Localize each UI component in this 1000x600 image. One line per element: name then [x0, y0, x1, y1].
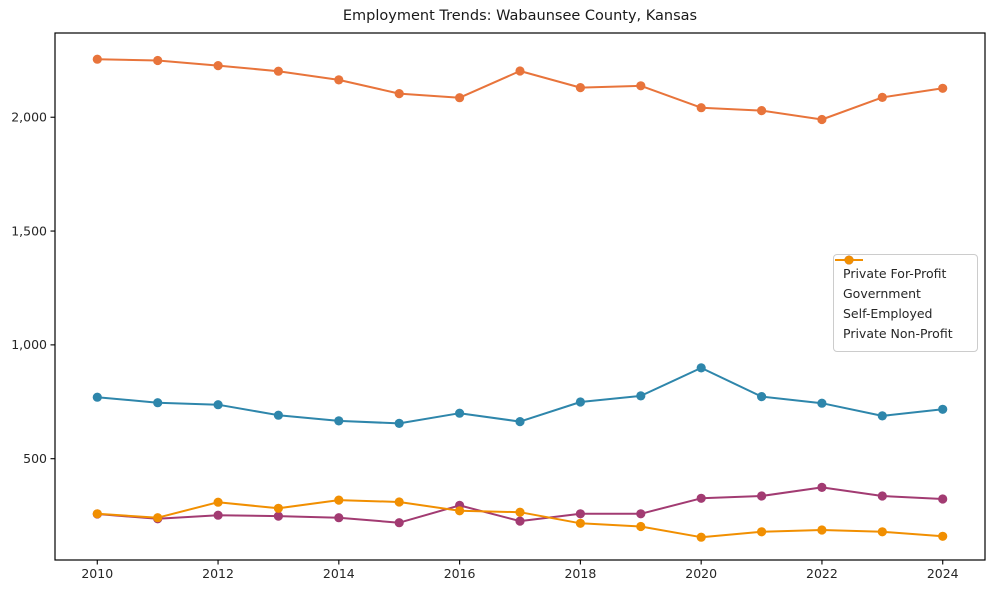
data-point-government [575, 397, 586, 407]
data-point-government [334, 416, 344, 426]
legend-label: Private For-Profit [843, 265, 947, 281]
legend: Private For-Profit Government Self-Employe… [833, 254, 978, 352]
data-point-government [636, 391, 646, 401]
x-tick-label: 2010 [81, 566, 113, 581]
chart-title: Employment Trends: Wabaunsee County, Kan… [342, 8, 698, 24]
data-point-self-employed [515, 516, 525, 526]
data-point-private-for-profit [92, 54, 102, 64]
data-point-private-non-profit [334, 495, 344, 505]
data-point-private-non-profit [515, 507, 525, 517]
y-tick-label: 1,000 [11, 337, 47, 352]
data-point-private-non-profit [92, 509, 102, 519]
data-point-self-employed [757, 491, 767, 501]
legend-item-self-employed: Self-Employed [835, 255, 968, 322]
data-point-government [877, 411, 887, 421]
data-point-government [455, 408, 465, 418]
data-point-private-non-profit [757, 527, 767, 537]
data-point-government [394, 418, 404, 428]
x-tick-label: 2016 [444, 566, 476, 581]
data-point-private-for-profit [938, 83, 948, 93]
data-point-government [153, 398, 163, 408]
x-tick-label: 2020 [685, 566, 717, 581]
data-point-private-for-profit [757, 106, 767, 116]
data-point-private-non-profit [817, 525, 827, 535]
data-point-self-employed [636, 509, 646, 519]
x-tick-label: 2024 [927, 566, 959, 581]
data-point-private-non-profit [153, 513, 163, 523]
data-point-private-non-profit [213, 497, 223, 507]
data-point-self-employed [575, 509, 586, 519]
data-point-government [213, 400, 223, 410]
x-tick-label: 2014 [323, 566, 355, 581]
data-point-self-employed [817, 482, 827, 492]
data-point-private-for-profit [575, 83, 586, 93]
data-point-private-for-profit [455, 93, 465, 103]
y-tick-label: 1,500 [11, 223, 47, 238]
data-point-government [696, 363, 706, 373]
data-point-private-for-profit [394, 89, 404, 99]
plot-frame [54, 32, 986, 561]
data-point-private-non-profit [575, 518, 586, 528]
data-point-self-employed [877, 491, 887, 501]
data-point-private-for-profit [213, 61, 223, 71]
legend-swatch-icon [835, 255, 863, 265]
data-point-private-non-profit [938, 531, 948, 541]
data-point-private-non-profit [696, 532, 706, 542]
legend-item-private-non-profit: Private Non-Profit [835, 255, 968, 342]
data-point-self-employed [394, 518, 404, 528]
legend-label: Government [843, 285, 921, 301]
data-point-government [757, 392, 767, 402]
data-point-private-non-profit [455, 506, 465, 516]
data-point-private-for-profit [273, 66, 283, 76]
data-point-private-for-profit [153, 55, 163, 66]
series-line-government [96, 366, 944, 425]
data-point-private-for-profit [817, 114, 827, 125]
data-point-self-employed [273, 511, 283, 521]
x-tick-label: 2012 [202, 566, 234, 581]
data-point-self-employed [334, 513, 344, 523]
legend-label: Self-Employed [843, 305, 933, 321]
data-point-government [817, 398, 827, 408]
data-point-private-non-profit [636, 521, 646, 532]
x-tick-label: 2022 [806, 566, 838, 581]
y-tick-label: 500 [23, 451, 47, 466]
legend-item-private-for-profit: Private For-Profit [835, 255, 968, 282]
x-tick-label: 2018 [564, 566, 596, 581]
data-point-private-non-profit [273, 503, 283, 513]
data-point-private-for-profit [334, 75, 344, 85]
data-point-private-non-profit [877, 527, 887, 537]
data-point-self-employed [213, 510, 223, 520]
legend-item-government: Government [835, 255, 968, 302]
data-point-private-for-profit [877, 92, 887, 102]
data-point-self-employed [696, 493, 706, 503]
y-tick-label: 2,000 [11, 109, 47, 124]
data-point-private-for-profit [696, 103, 706, 113]
data-point-government [92, 392, 102, 402]
legend-label: Private Non-Profit [843, 325, 953, 341]
data-point-self-employed [938, 494, 948, 504]
data-point-government [938, 404, 948, 414]
data-point-private-for-profit [636, 81, 646, 91]
data-point-government [515, 417, 525, 427]
data-point-government [273, 410, 283, 420]
data-point-private-for-profit [515, 66, 525, 76]
data-point-private-non-profit [394, 497, 404, 507]
